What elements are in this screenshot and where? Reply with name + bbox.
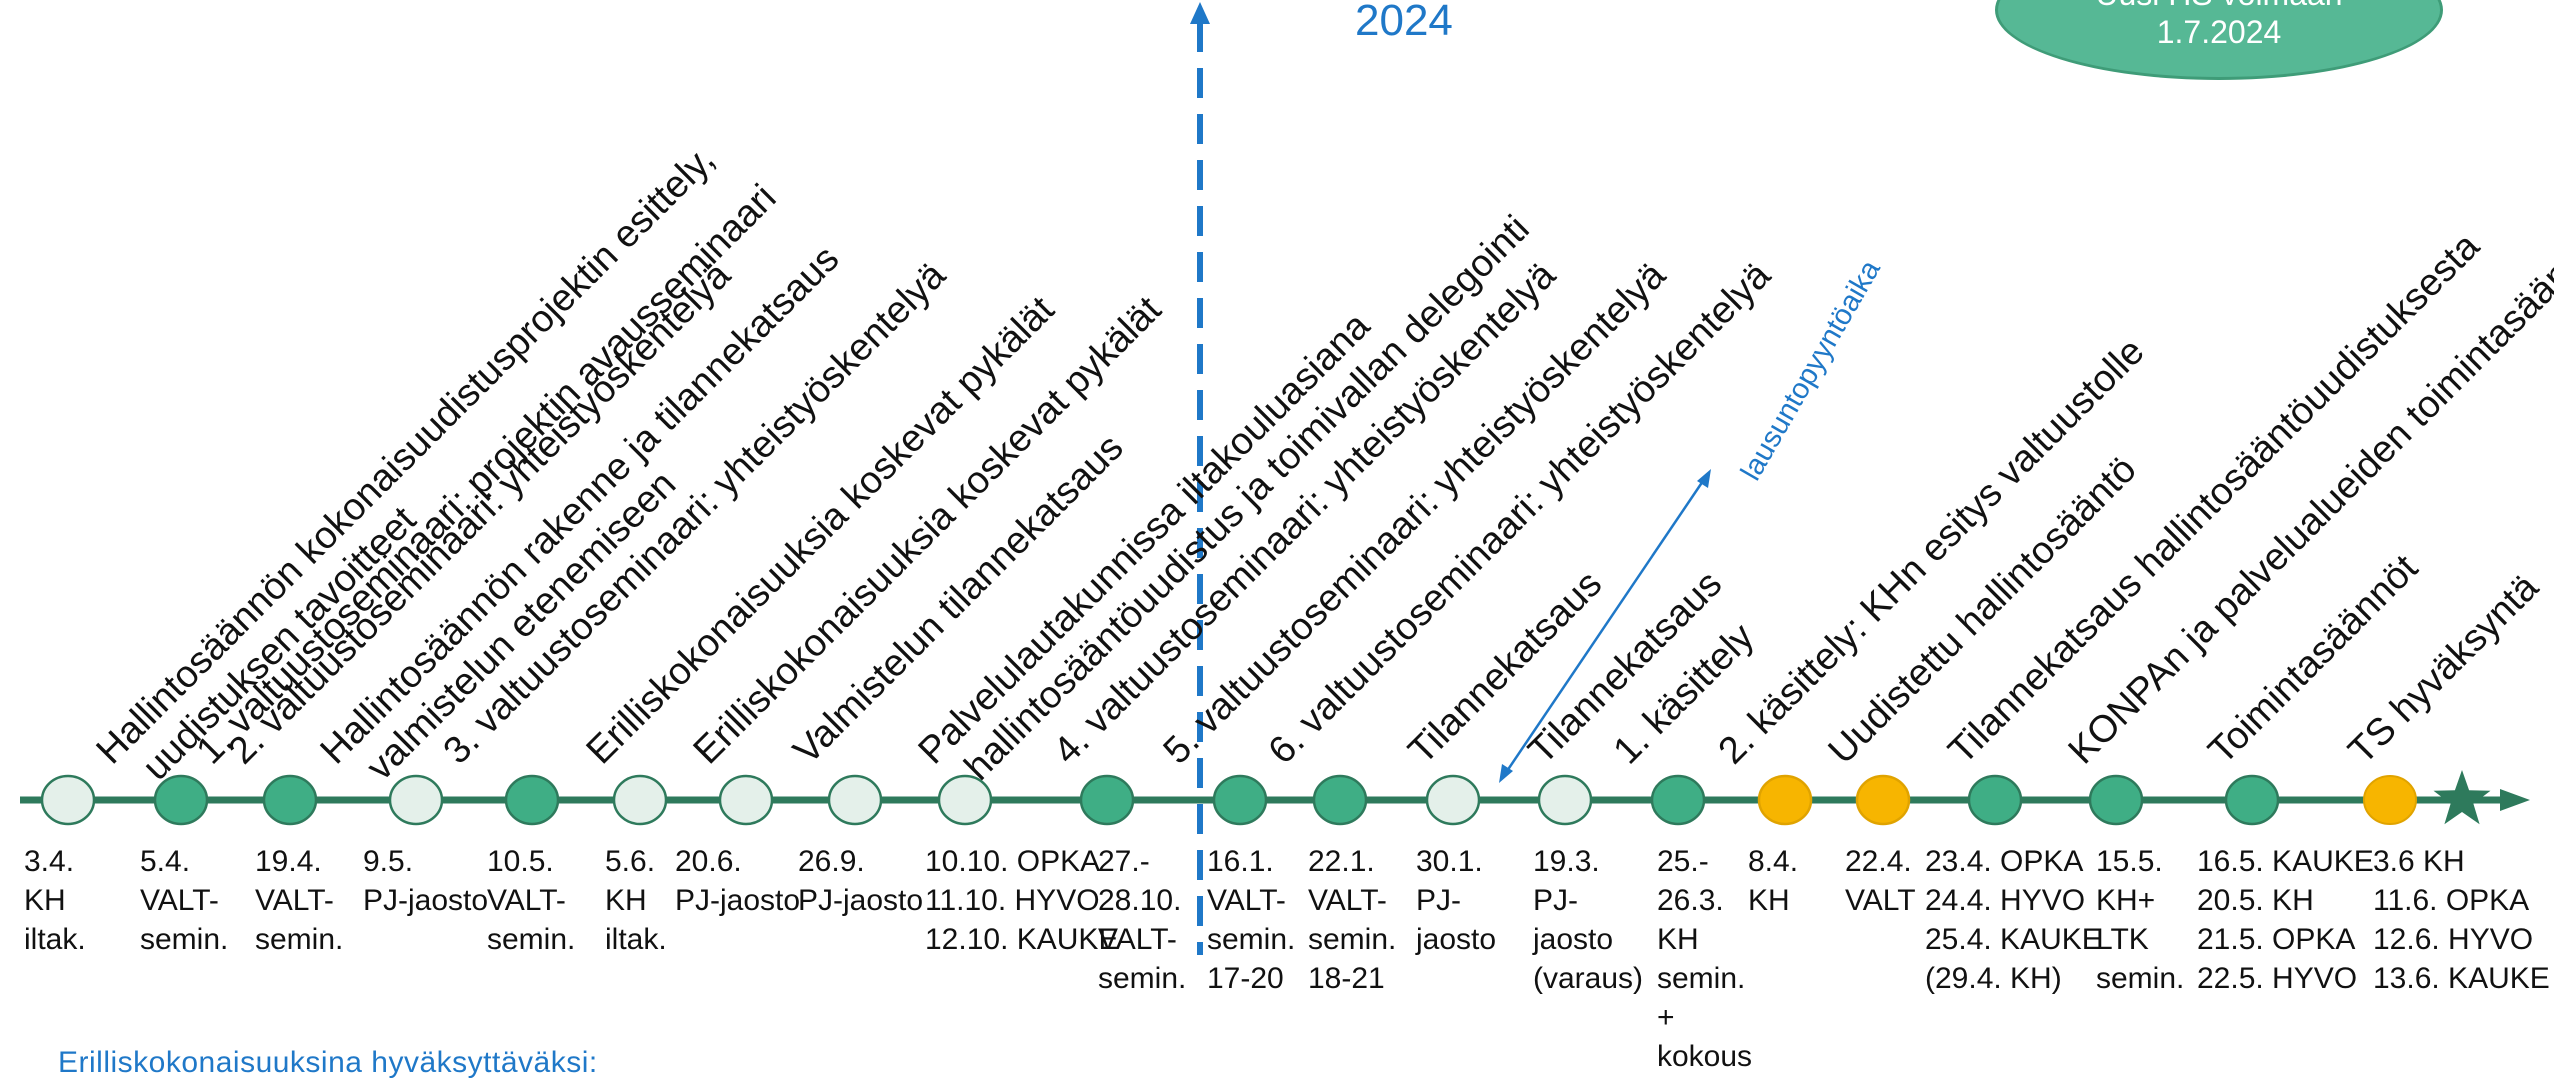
milestone-node bbox=[262, 774, 318, 826]
milestone-node bbox=[1079, 774, 1135, 826]
milestone-node bbox=[827, 774, 883, 826]
milestone-node bbox=[2363, 775, 2417, 825]
review-arrowhead-end bbox=[1697, 469, 1711, 488]
event-date-label: 8.4. KH bbox=[1748, 845, 1799, 917]
milestone-node bbox=[1312, 774, 1368, 826]
milestone-node bbox=[504, 774, 560, 826]
milestone-node bbox=[1425, 774, 1481, 826]
event-date-label: 3.6 KH 11.6. OPKA 12.6. HYVO 13.6. KAUKE bbox=[2373, 845, 2550, 995]
milestone-node bbox=[1537, 774, 1593, 826]
milestone-node bbox=[153, 774, 209, 826]
milestone-node bbox=[718, 774, 774, 826]
event-date-label: 15.5. KH+ LTK semin. bbox=[2096, 845, 2185, 995]
event-date-label: 9.5. PJ-jaosto bbox=[363, 845, 489, 917]
year-label: 2024 bbox=[1355, 0, 1453, 45]
milestone-node bbox=[2088, 774, 2144, 826]
event-date-label: 10.10. OPKA 11.10. HYVO 12.10. KAUKE bbox=[925, 845, 1119, 956]
milestone-node bbox=[937, 774, 993, 826]
event-date-label: 5.4. VALT- semin. bbox=[140, 845, 229, 956]
milestone-node bbox=[1855, 774, 1911, 826]
bubble-line1: Uusi HS voimaan bbox=[2095, 0, 2342, 13]
event-date-label: 27.- 28.10. VALT- semin. bbox=[1098, 845, 1187, 995]
event-date-label: 5.6. KH iltak. bbox=[605, 845, 667, 956]
event-date-label: 23.4. OPKA 24.4. HYVO 25.4. KAUKE (29.4.… bbox=[1925, 845, 2102, 995]
separate-approval-note: Erilliskokonaisuuksina hyväksyttäväksi: bbox=[58, 1046, 598, 1079]
milestone-node bbox=[1757, 774, 1813, 826]
event-date-label: 26.9. PJ-jaosto bbox=[798, 845, 924, 917]
milestone-node bbox=[2224, 774, 2280, 826]
review-arrowhead-start bbox=[1499, 764, 1513, 783]
milestone-node bbox=[388, 774, 444, 826]
event-date-label: 20.6. PJ-jaosto bbox=[675, 845, 801, 917]
event-date-label: 10.5. VALT- semin. bbox=[487, 845, 576, 956]
event-date-label: 19.4. VALT- semin. bbox=[255, 845, 344, 956]
event-date-label: 16.1. VALT- semin. 17-20 bbox=[1207, 845, 1296, 995]
milestone-node bbox=[1212, 774, 1268, 826]
milestone-node bbox=[40, 774, 96, 826]
event-date-label: 25.- 26.3. KH semin. + kokous bbox=[1657, 845, 1753, 1073]
final-star-icon bbox=[2433, 770, 2491, 825]
review-period-arrow bbox=[1503, 477, 1707, 775]
milestone-node bbox=[612, 774, 668, 826]
timeline-arrowhead bbox=[2500, 789, 2530, 811]
event-date-label: 22.4. VALT bbox=[1845, 845, 1916, 917]
event-date-label: 16.5. KAUKE 20.5. KH 21.5. OPKA 22.5. HY… bbox=[2197, 845, 2374, 995]
event-date-label: 3.4. KH iltak. bbox=[24, 845, 86, 956]
bubble-line2: 1.7.2024 bbox=[2156, 14, 2282, 50]
event-date-label: 22.1. VALT- semin. 18-21 bbox=[1308, 845, 1397, 995]
milestone-node bbox=[1967, 774, 2023, 826]
milestone-node bbox=[1650, 774, 1706, 826]
event-date-label: 30.1. PJ- jaosto bbox=[1416, 845, 1497, 956]
year-divider-arrowhead bbox=[1190, 2, 1210, 24]
event-date-label: 19.3. PJ- jaosto (varaus) bbox=[1533, 845, 1644, 995]
